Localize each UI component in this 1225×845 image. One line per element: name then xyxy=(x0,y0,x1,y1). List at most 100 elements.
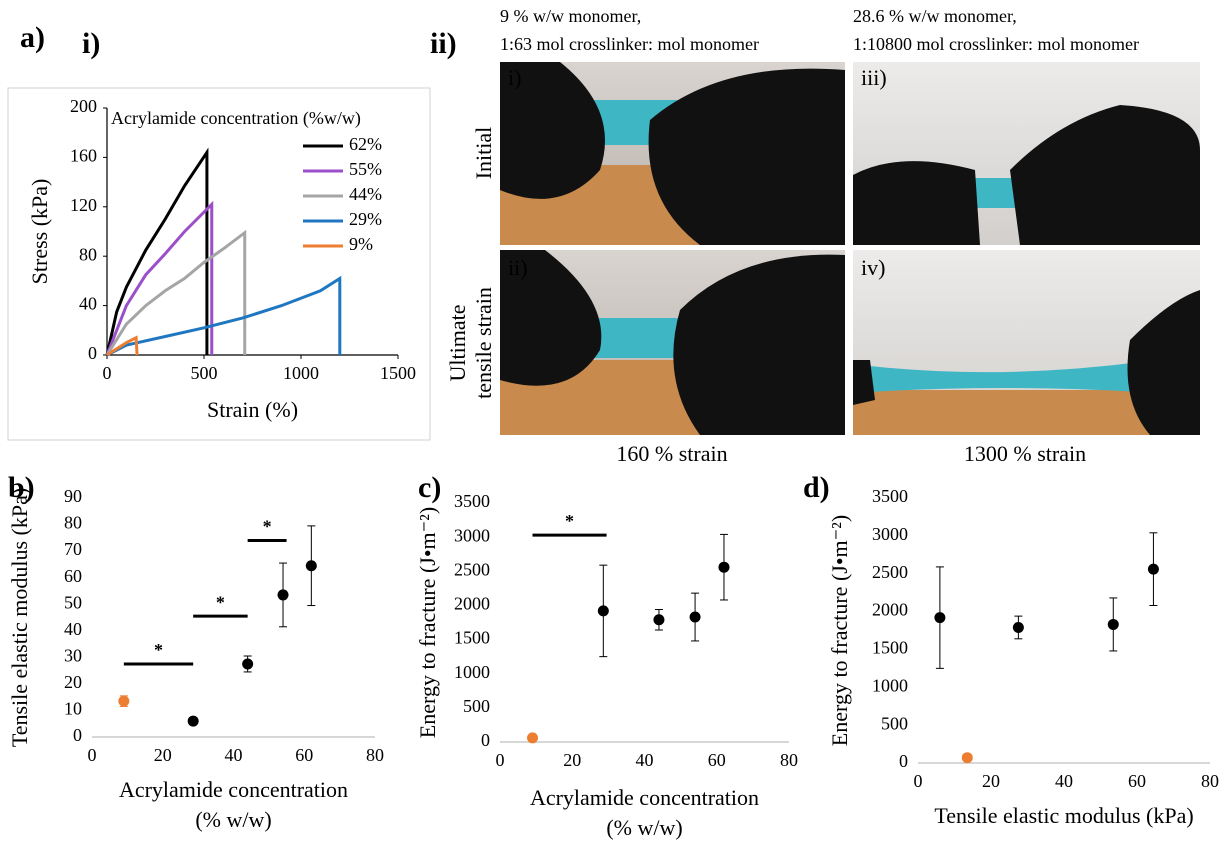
x-tick-label: 60 xyxy=(295,745,313,765)
point xyxy=(718,561,730,573)
line-series xyxy=(105,200,214,356)
y-tick-label: 2000 xyxy=(872,600,908,620)
glove xyxy=(500,250,602,386)
point xyxy=(1147,563,1159,575)
legend-label: 62% xyxy=(349,134,382,154)
legend-label: 29% xyxy=(349,209,382,229)
significance-label: * xyxy=(154,640,163,660)
glove xyxy=(648,68,845,245)
point xyxy=(277,589,289,601)
glove xyxy=(500,62,605,199)
point xyxy=(118,695,130,707)
panel-label: a) xyxy=(20,21,45,54)
y-tick-label: 2000 xyxy=(454,594,490,614)
y-axis-label: Energy to fracture (J•m⁻²) xyxy=(415,507,440,738)
x-tick-label: 1000 xyxy=(283,363,319,383)
x-tick-label: 0 xyxy=(88,745,97,765)
row-label: Ultimate xyxy=(445,305,470,382)
y-tick-label: 1500 xyxy=(454,628,490,648)
y-tick-label: 200 xyxy=(70,96,97,116)
x-tick-label: 20 xyxy=(563,750,581,770)
y-tick-label: 0 xyxy=(73,725,82,745)
glove xyxy=(673,254,845,435)
line-series xyxy=(105,147,209,356)
panel-label: ii) xyxy=(430,27,457,60)
y-tick-label: 30 xyxy=(64,645,82,665)
y-tick-label: 80 xyxy=(64,513,82,533)
ruler xyxy=(853,390,1153,435)
legend-title: Acrylamide concentration (%w/w) xyxy=(111,108,361,129)
row-label: Initial xyxy=(471,127,496,180)
point xyxy=(527,732,539,744)
photo-label: ii) xyxy=(508,255,528,280)
y-tick-label: 10 xyxy=(64,699,82,719)
x-tick-label: 40 xyxy=(225,745,243,765)
y-tick-label: 160 xyxy=(70,146,97,166)
legend-label: 9% xyxy=(349,234,373,254)
x-tick-label: 0 xyxy=(496,750,505,770)
x-tick-label: 80 xyxy=(366,745,384,765)
strain-label: 160 % strain xyxy=(616,441,727,466)
x-axis-label: Strain (%) xyxy=(207,397,298,422)
gel xyxy=(870,362,1140,392)
x-axis-label: Acrylamide concentration xyxy=(119,777,348,802)
x-axis-label: Tensile elastic modulus (kPa) xyxy=(934,803,1193,828)
panel-label: c) xyxy=(418,471,441,504)
x-tick-label: 80 xyxy=(1201,771,1219,791)
x-tick-label: 20 xyxy=(154,745,172,765)
x-tick-label: 1500 xyxy=(380,363,416,383)
photo-caption: 1:10800 mol crosslinker: mol monomer xyxy=(853,34,1139,54)
y-tick-label: 1000 xyxy=(454,662,490,682)
point xyxy=(689,611,701,623)
x-axis-label: (% w/w) xyxy=(606,815,682,840)
x-tick-label: 60 xyxy=(1128,771,1146,791)
photo-label: i) xyxy=(508,65,521,90)
point xyxy=(961,752,973,764)
point xyxy=(653,614,665,626)
y-tick-label: 40 xyxy=(64,619,82,639)
x-tick-label: 0 xyxy=(914,771,923,791)
photo-panel xyxy=(500,62,1200,435)
y-tick-label: 0 xyxy=(481,730,490,750)
y-tick-label: 2500 xyxy=(454,559,490,579)
x-tick-label: 60 xyxy=(708,750,726,770)
strain-label: 1300 % strain xyxy=(964,441,1086,466)
point xyxy=(934,612,946,624)
panel-label: b) xyxy=(8,471,35,504)
photo-label: iii) xyxy=(861,65,887,90)
y-tick-label: 500 xyxy=(881,713,908,733)
glove xyxy=(1010,105,1200,245)
line-series xyxy=(105,229,247,356)
legend-label: 44% xyxy=(349,184,382,204)
y-tick-label: 20 xyxy=(64,672,82,692)
point xyxy=(242,658,254,670)
y-tick-label: 1500 xyxy=(872,638,908,658)
y-tick-label: 2500 xyxy=(872,562,908,582)
significance-label: * xyxy=(216,592,225,612)
y-tick-label: 50 xyxy=(64,592,82,612)
line-series xyxy=(106,275,342,357)
y-tick-label: 3500 xyxy=(454,491,490,511)
subpanel-label: i) xyxy=(82,27,100,60)
legend-label: 55% xyxy=(349,159,382,179)
glove xyxy=(853,360,875,405)
x-tick-label: 80 xyxy=(780,750,798,770)
x-tick-label: 0 xyxy=(103,363,112,383)
glove xyxy=(853,161,980,245)
y-tick-label: 60 xyxy=(64,566,82,586)
y-tick-label: 90 xyxy=(64,486,82,506)
y-tick-label: 1000 xyxy=(872,675,908,695)
y-tick-label: 3000 xyxy=(872,524,908,544)
point xyxy=(1107,618,1119,630)
y-tick-label: 0 xyxy=(899,751,908,771)
y-tick-label: 500 xyxy=(463,696,490,716)
y-axis-label: Stress (kPa) xyxy=(27,179,52,285)
y-axis-label: Energy to fracture (J•m⁻²) xyxy=(827,515,852,746)
point xyxy=(597,605,609,617)
x-tick-label: 40 xyxy=(1055,771,1073,791)
row-label: tensile strain xyxy=(471,287,496,399)
point xyxy=(187,715,199,727)
y-axis-label: Tensile elastic modulus (kPa) xyxy=(7,488,32,747)
x-axis-label: (% w/w) xyxy=(195,807,271,832)
